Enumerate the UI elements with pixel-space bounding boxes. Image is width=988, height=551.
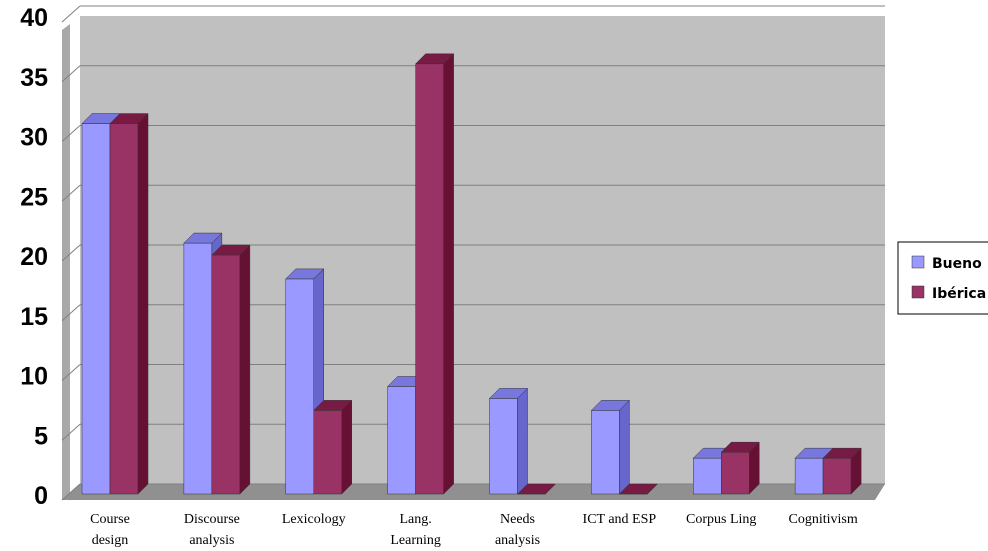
y-axis-ticks: 0 5 10 15 20 25 30 35 40 (20, 4, 48, 510)
x-tick-label: Discourse (184, 512, 240, 527)
bar-front (387, 386, 416, 495)
x-tick-label: Lexicology (282, 512, 346, 527)
x-tick-label: design (92, 533, 129, 548)
bar-front (313, 410, 342, 495)
bar-front (591, 410, 620, 495)
gridline-side (61, 65, 81, 83)
bar-ibrica (822, 447, 862, 495)
gridline-side (61, 364, 81, 381)
bar-side (137, 112, 149, 495)
bar-top (415, 53, 455, 65)
bar-bueno (590, 399, 630, 495)
gridline-side (61, 483, 81, 501)
x-tick-label: Corpus Ling (686, 512, 756, 527)
x-tick-label: Needs (500, 512, 535, 527)
bar-front (822, 457, 852, 495)
bar-ibrica (109, 112, 149, 495)
x-tick-label: Course (90, 512, 130, 527)
legend-label: Ibérica (932, 286, 986, 302)
bar-ibrica (415, 53, 455, 495)
bar-ibrica (211, 244, 251, 495)
bar-top (285, 268, 325, 280)
legend-box (897, 241, 988, 315)
bar-bueno (285, 268, 325, 495)
bars (81, 53, 862, 495)
bar-side (619, 399, 630, 495)
bar-ibrica (618, 483, 658, 495)
legend-swatch (911, 285, 925, 299)
y-tick-label: 15 (20, 303, 48, 331)
left-wall (62, 24, 70, 500)
bar-ibrica (720, 441, 760, 495)
bar-top (183, 232, 223, 244)
bar-front (183, 242, 213, 495)
legend-label: Bueno (932, 256, 982, 272)
gridline-side (61, 244, 81, 262)
bar-front (489, 398, 518, 495)
x-tick-label: ICT and ESP (583, 512, 657, 527)
bar-front (211, 254, 241, 495)
x-tick-label: analysis (189, 533, 234, 548)
bar-front (693, 457, 722, 495)
x-tick-label: Lang. (399, 512, 431, 527)
y-tick-label: 30 (20, 124, 48, 152)
bar-top (720, 441, 760, 453)
x-tick-label: Learning (390, 533, 441, 548)
bar-front (721, 451, 750, 495)
legend: Bueno Ibérica (897, 241, 988, 315)
y-tick-label: 20 (20, 243, 48, 271)
bar-top (488, 388, 529, 399)
bar-ibrica (313, 399, 353, 495)
x-tick-label: analysis (495, 533, 540, 548)
bar-top (109, 113, 149, 124)
bar-top (211, 244, 251, 256)
bar-front (81, 123, 111, 495)
gridline-side (61, 423, 81, 441)
bar-side (239, 244, 251, 495)
bar-front (415, 63, 444, 495)
bar-bueno (488, 387, 529, 495)
x-axis-ticks: Course design Discourse analysis Lexicology L… (90, 512, 858, 548)
bar-top (516, 483, 557, 495)
x-tick-label: Cognitivism (789, 512, 858, 527)
y-tick-label: 35 (20, 64, 48, 92)
gridline-side (61, 5, 81, 23)
bar-ibrica (516, 483, 557, 495)
y-tick-label: 10 (20, 363, 48, 391)
y-tick-label: 5 (34, 422, 48, 450)
y-tick-label: 0 (34, 482, 48, 510)
y-tick-label: 40 (20, 4, 48, 32)
legend-swatch (911, 255, 925, 269)
y-tick-label: 25 (20, 183, 48, 211)
floor (62, 484, 885, 500)
plot-background (70, 16, 885, 494)
gridline-side (61, 304, 81, 322)
bar-side (341, 399, 352, 495)
bar-top (590, 400, 630, 411)
bar-top (313, 400, 353, 411)
bar-top (618, 483, 658, 495)
bar-front (285, 278, 314, 495)
bar-side (517, 387, 528, 495)
gridline-side (61, 125, 81, 142)
bar-front (109, 123, 139, 495)
bar-side (443, 53, 454, 495)
bar-front (794, 457, 824, 495)
bar-top (822, 447, 862, 459)
gridline-side (61, 184, 81, 202)
